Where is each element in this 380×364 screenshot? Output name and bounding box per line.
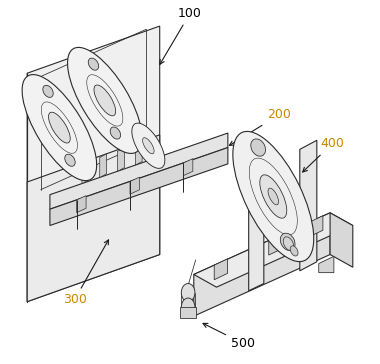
Ellipse shape: [94, 85, 116, 116]
Text: 400: 400: [303, 138, 344, 172]
Polygon shape: [184, 159, 193, 176]
Polygon shape: [135, 142, 142, 165]
Ellipse shape: [22, 75, 97, 181]
Polygon shape: [319, 256, 334, 273]
Polygon shape: [117, 148, 124, 171]
Ellipse shape: [181, 298, 195, 316]
Polygon shape: [27, 26, 160, 193]
Ellipse shape: [290, 246, 298, 256]
Ellipse shape: [68, 47, 142, 154]
Polygon shape: [77, 195, 86, 213]
Ellipse shape: [233, 131, 314, 262]
Ellipse shape: [260, 175, 287, 218]
Polygon shape: [214, 259, 228, 280]
Polygon shape: [27, 135, 160, 302]
Text: 500: 500: [203, 323, 255, 350]
Ellipse shape: [251, 139, 266, 156]
Polygon shape: [50, 133, 228, 209]
Polygon shape: [269, 234, 282, 255]
Polygon shape: [300, 140, 317, 271]
Ellipse shape: [110, 127, 120, 139]
Polygon shape: [194, 213, 330, 316]
Ellipse shape: [65, 154, 75, 166]
Ellipse shape: [43, 85, 53, 98]
Polygon shape: [180, 307, 196, 318]
Polygon shape: [50, 147, 228, 226]
Polygon shape: [82, 160, 89, 183]
Polygon shape: [130, 177, 139, 194]
Polygon shape: [249, 162, 264, 291]
Text: 200: 200: [230, 108, 291, 146]
Ellipse shape: [181, 284, 195, 302]
Ellipse shape: [283, 237, 294, 250]
Ellipse shape: [49, 112, 70, 143]
Polygon shape: [330, 213, 353, 267]
Polygon shape: [100, 154, 106, 177]
Text: 300: 300: [63, 240, 109, 306]
Ellipse shape: [132, 123, 165, 169]
Polygon shape: [310, 216, 323, 237]
Ellipse shape: [268, 188, 279, 205]
Ellipse shape: [88, 58, 99, 70]
Ellipse shape: [280, 233, 295, 250]
Polygon shape: [194, 213, 353, 287]
Text: 100: 100: [160, 7, 202, 64]
Polygon shape: [27, 146, 160, 302]
Ellipse shape: [142, 138, 154, 154]
